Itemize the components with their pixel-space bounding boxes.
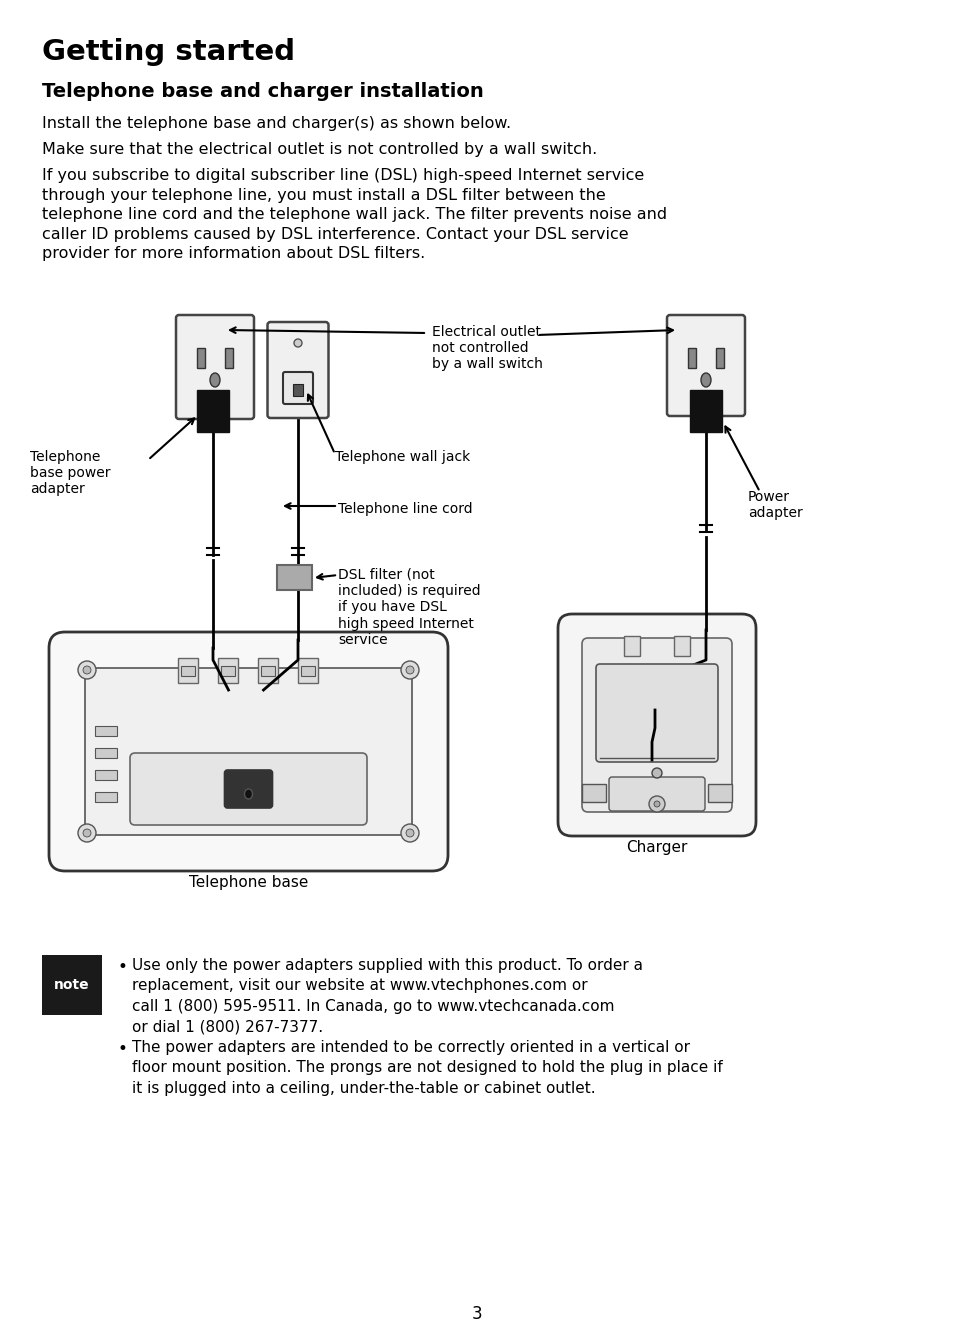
Text: Make sure that the electrical outlet is not controlled by a wall switch.: Make sure that the electrical outlet is …: [42, 142, 597, 158]
Bar: [218, 659, 238, 683]
FancyBboxPatch shape: [596, 664, 718, 762]
Ellipse shape: [210, 373, 220, 387]
Text: Power
adapter: Power adapter: [747, 490, 801, 520]
Text: DSL filter (not
included) is required
if you have DSL
high speed Internet
servic: DSL filter (not included) is required if…: [337, 568, 480, 647]
Bar: [95, 748, 117, 758]
Bar: [581, 784, 605, 802]
Circle shape: [651, 768, 661, 778]
Ellipse shape: [701, 405, 709, 411]
FancyBboxPatch shape: [558, 615, 755, 836]
Bar: [673, 636, 689, 656]
Bar: [277, 565, 313, 591]
Bar: [623, 636, 639, 656]
Bar: [42, 955, 102, 1015]
FancyBboxPatch shape: [666, 315, 744, 415]
Bar: [225, 347, 233, 367]
Text: note: note: [54, 978, 90, 993]
Bar: [95, 725, 117, 736]
Bar: [707, 784, 731, 802]
Bar: [687, 347, 696, 367]
Circle shape: [406, 830, 414, 836]
Text: If you subscribe to digital subscriber line (DSL) high-speed Internet service
th: If you subscribe to digital subscriber l…: [42, 168, 666, 262]
Ellipse shape: [244, 790, 253, 799]
Bar: [196, 390, 229, 432]
Bar: [181, 667, 195, 676]
FancyBboxPatch shape: [224, 770, 273, 808]
FancyBboxPatch shape: [49, 632, 448, 871]
Ellipse shape: [212, 405, 218, 411]
FancyBboxPatch shape: [85, 668, 412, 835]
FancyBboxPatch shape: [581, 639, 731, 812]
Text: The power adapters are intended to be correctly oriented in a vertical or
floor : The power adapters are intended to be co…: [132, 1039, 722, 1096]
Circle shape: [83, 830, 91, 836]
FancyBboxPatch shape: [283, 371, 313, 403]
Text: Use only the power adapters supplied with this product. To order a
replacement, : Use only the power adapters supplied wit…: [132, 958, 642, 1034]
Bar: [298, 659, 318, 683]
Bar: [178, 659, 198, 683]
Circle shape: [78, 661, 96, 679]
Text: 3: 3: [471, 1305, 482, 1323]
Text: Telephone line cord: Telephone line cord: [337, 502, 472, 516]
Circle shape: [654, 802, 659, 807]
Circle shape: [83, 667, 91, 673]
Bar: [258, 659, 278, 683]
Bar: [95, 770, 117, 780]
Circle shape: [406, 667, 414, 673]
Bar: [95, 792, 117, 802]
Bar: [301, 667, 315, 676]
Bar: [689, 390, 721, 432]
Bar: [221, 667, 235, 676]
Ellipse shape: [700, 373, 710, 387]
Text: Electrical outlet
not controlled
by a wall switch: Electrical outlet not controlled by a wa…: [432, 325, 542, 371]
FancyBboxPatch shape: [175, 315, 253, 420]
Bar: [261, 667, 275, 676]
Text: Telephone
base power
adapter: Telephone base power adapter: [30, 450, 111, 497]
FancyBboxPatch shape: [267, 322, 328, 418]
Text: Getting started: Getting started: [42, 37, 294, 65]
Text: Telephone wall jack: Telephone wall jack: [335, 450, 470, 464]
Circle shape: [400, 661, 418, 679]
Text: Charger: Charger: [626, 840, 687, 855]
Circle shape: [78, 824, 96, 842]
FancyBboxPatch shape: [130, 754, 367, 826]
Text: Telephone base: Telephone base: [189, 875, 308, 890]
Ellipse shape: [294, 339, 302, 347]
Text: •: •: [118, 958, 128, 977]
Text: •: •: [118, 1039, 128, 1058]
FancyBboxPatch shape: [608, 778, 704, 811]
Circle shape: [400, 824, 418, 842]
Text: Telephone base and charger installation: Telephone base and charger installation: [42, 81, 483, 102]
Text: Install the telephone base and charger(s) as shown below.: Install the telephone base and charger(s…: [42, 116, 511, 131]
Bar: [293, 383, 303, 395]
Bar: [196, 347, 205, 367]
Bar: [716, 347, 723, 367]
Circle shape: [648, 796, 664, 812]
